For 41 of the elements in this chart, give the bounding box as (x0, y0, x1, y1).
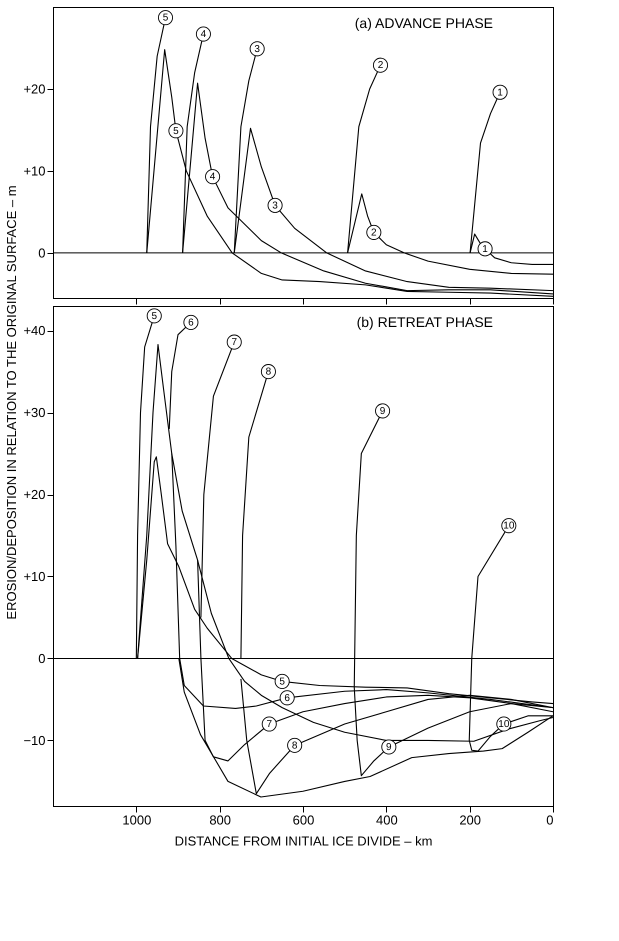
annotation: 6 (284, 692, 290, 704)
annotation: 7 (266, 719, 272, 730)
annotation: 9 (386, 742, 392, 753)
x-tick-label: 400 (376, 812, 398, 828)
y-axis-title: EROSION/DEPOSITION IN RELATION TO THE ORIGINAL SURFACE – m (4, 185, 19, 620)
annotation: 7 (231, 337, 238, 348)
y-tick-label: +10 (23, 163, 46, 178)
annotation: 4 (200, 29, 207, 40)
annotation: 2 (378, 60, 384, 72)
text: (a) ADVANCE PHASE (354, 15, 493, 31)
annotation: 3 (272, 200, 278, 212)
x-axis-title: DISTANCE FROM INITIAL ICE DIVIDE – km (174, 834, 432, 848)
annotation: 2 (371, 227, 378, 238)
annotation: 5 (173, 126, 180, 137)
annotation: 5 (279, 676, 286, 688)
annotation: 10 (498, 719, 510, 730)
annotation: 8 (292, 740, 298, 752)
x-tick-label: 800 (209, 812, 232, 828)
y-tick-label: −10 (23, 732, 46, 748)
annotation: 1 (482, 244, 488, 255)
y-tick-label: 0 (38, 650, 46, 666)
annotation: 10 (503, 520, 515, 532)
x-tick-label: 0 (546, 812, 554, 828)
y-tick-label: 0 (38, 245, 46, 260)
annotation: 5 (162, 12, 169, 24)
y-tick-label: +20 (23, 81, 46, 96)
annotation: 6 (188, 317, 194, 328)
annotation: 8 (266, 366, 272, 378)
annotation: 4 (210, 172, 216, 183)
x-tick-label: 200 (459, 812, 482, 828)
annotation: 3 (254, 44, 260, 55)
y-tick-label: +40 (23, 323, 46, 338)
annotation: 1 (497, 87, 504, 98)
annotation: 5 (151, 310, 158, 322)
x-tick-label: 1000 (122, 812, 152, 828)
annotation: 9 (380, 406, 386, 417)
y-tick-label: +10 (23, 568, 46, 584)
y-tick-label: +30 (23, 405, 46, 420)
x-tick-label: 600 (292, 812, 314, 828)
text: (b) RETREAT PHASE (356, 314, 493, 330)
y-tick-label: +20 (23, 487, 46, 502)
